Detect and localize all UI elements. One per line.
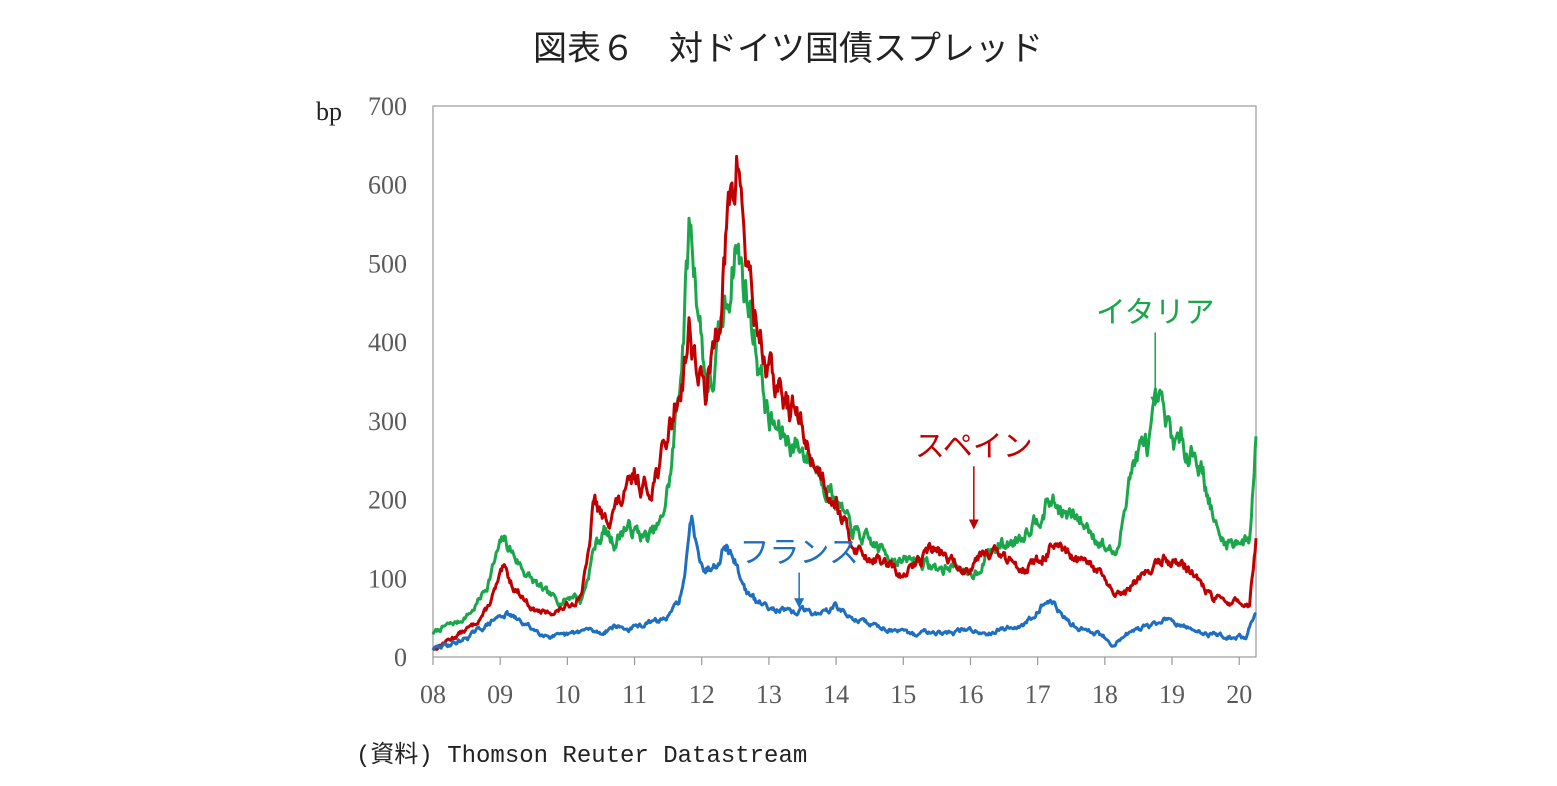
y-tick-label: 100 <box>368 564 407 593</box>
chart-title: 図表６ 対ドイツ国債スプレッド <box>533 29 1043 69</box>
source-note: (資料) Thomson Reuter Datastream <box>356 741 807 770</box>
y-tick-label: 400 <box>368 328 407 357</box>
series-layer <box>431 154 1258 652</box>
x-tick-label: 13 <box>756 680 782 709</box>
y-tick-label: 0 <box>394 643 407 672</box>
x-tick-label: 15 <box>890 680 916 709</box>
x-tick-label: 08 <box>420 680 446 709</box>
y-tick-label: 500 <box>368 249 407 278</box>
series-line-3 <box>431 514 1257 651</box>
x-tick-label: 20 <box>1226 680 1252 709</box>
series-annotation-label: スペイン <box>915 429 1033 464</box>
annotation-arrow-head <box>1150 396 1161 407</box>
y-axis-ticks: 0 100 200 300 400 500 600 700 <box>368 92 407 672</box>
x-tick-label: 19 <box>1159 680 1185 709</box>
x-axis-ticks: 08 09 10 11 12 13 14 15 16 17 18 19 20 <box>420 657 1252 709</box>
x-tick-label: 09 <box>487 680 513 709</box>
y-tick-label: 600 <box>368 171 407 200</box>
x-tick-label: 10 <box>554 680 580 709</box>
plot-area-frame <box>432 105 1257 658</box>
x-tick-label: 17 <box>1025 680 1051 709</box>
x-tick-label: 16 <box>957 680 983 709</box>
annotation-arrow-head <box>968 519 979 530</box>
y-tick-label: 200 <box>368 486 407 515</box>
y-tick-label: 300 <box>368 407 407 436</box>
series-line-2 <box>432 154 1258 652</box>
x-tick-label: 11 <box>622 680 647 709</box>
series-annotation-label: イタリア <box>1096 295 1215 330</box>
annotation-arrow-head <box>794 598 805 609</box>
series-line-1 <box>431 216 1258 635</box>
y-tick-label: 700 <box>368 92 407 121</box>
x-tick-label: 12 <box>689 680 715 709</box>
y-axis-unit-label: bp <box>316 97 342 126</box>
x-tick-label: 14 <box>823 680 849 709</box>
x-tick-label: 18 <box>1092 680 1118 709</box>
series-annotation-label: フランス <box>739 536 858 571</box>
